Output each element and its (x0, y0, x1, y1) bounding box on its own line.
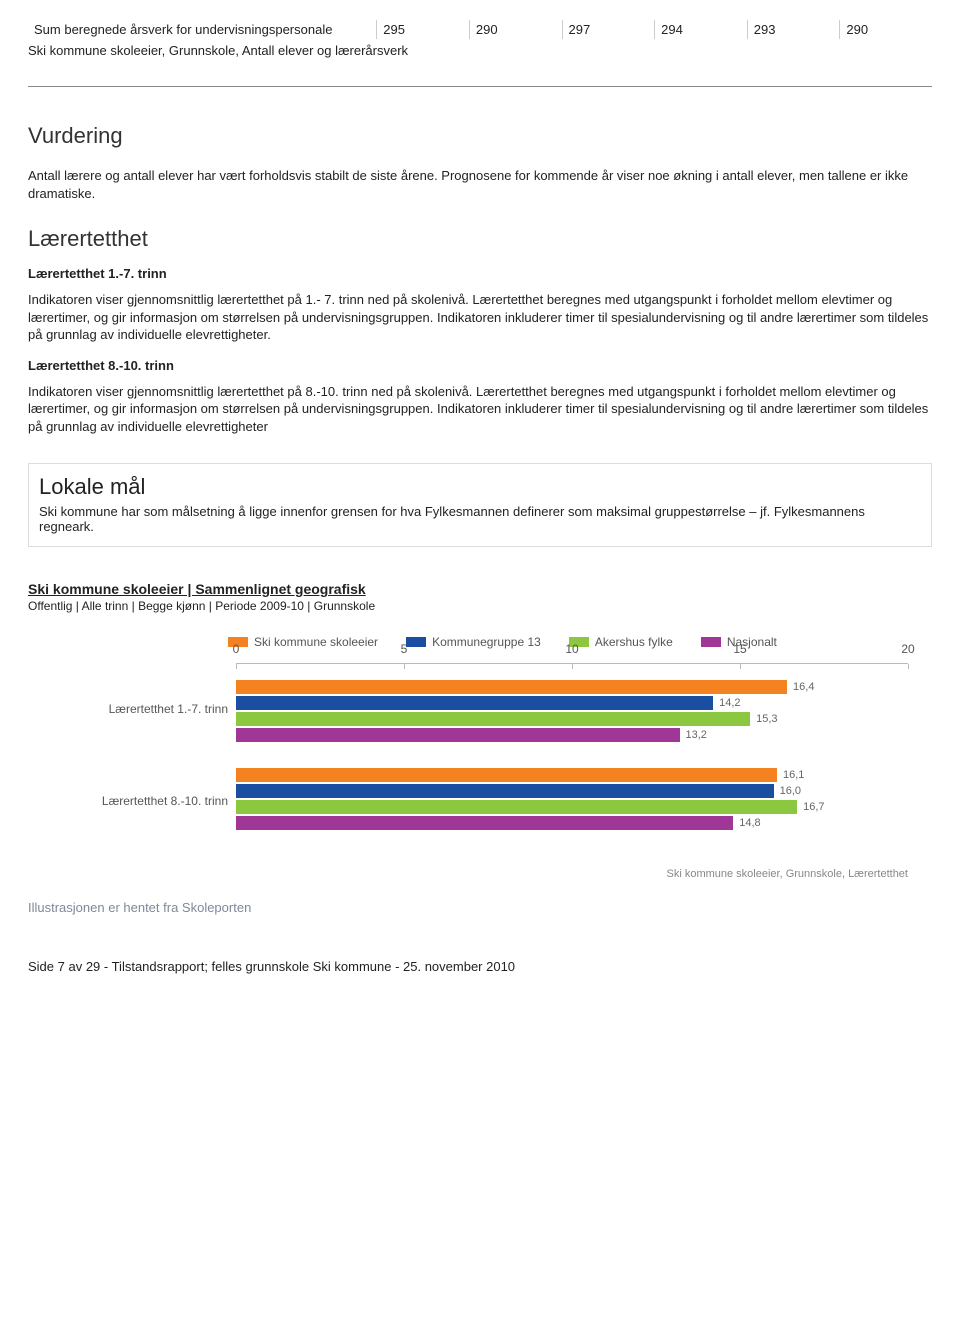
x-tick-label: 5 (401, 642, 408, 656)
bar (236, 816, 733, 830)
illustration-note: Illustrasjonen er hentet fra Skoleporten (28, 900, 932, 915)
x-tick-label: 20 (901, 642, 914, 656)
x-tick-line (740, 664, 741, 669)
sub-8-10: Lærertetthet 8.-10. trinn (28, 358, 932, 373)
bar-value-label: 14,8 (739, 817, 760, 829)
bar-row: 15,3 (236, 712, 908, 726)
x-tick-label: 10 (565, 642, 578, 656)
x-tick-label: 0 (233, 642, 240, 656)
x-tick-line (236, 664, 237, 669)
row-label: Sum beregnede årsverk for undervisningsp… (28, 20, 377, 39)
sub-1-7: Lærertetthet 1.-7. trinn (28, 266, 932, 281)
x-tick-label: 15 (733, 642, 746, 656)
bar-row: 16,4 (236, 680, 908, 694)
val-2: 297 (562, 20, 655, 39)
bar-row: 13,2 (236, 728, 908, 742)
bar (236, 728, 680, 742)
bar-group: 16,1 16,016,7 14,8 (236, 752, 908, 840)
bar-row: 14,8 (236, 816, 908, 830)
bar-row: 14,2 (236, 696, 908, 710)
y-axis-labels: Lærertetthet 1.-7. trinnLærertetthet 8.-… (28, 663, 236, 852)
chart-section-subtitle: Offentlig | Alle trinn | Begge kjønn | P… (28, 599, 932, 613)
x-tick-line (572, 664, 573, 669)
val-1: 290 (469, 20, 562, 39)
divider (28, 86, 932, 87)
bar-value-label: 16,1 (783, 769, 804, 781)
bar-value-label: 16,0 (780, 785, 801, 797)
bar (236, 800, 797, 814)
lokale-heading: Lokale mål (39, 474, 921, 500)
bar-group: 16,4 14,2 15,3 13,2 (236, 664, 908, 752)
lokale-maal-box: Lokale mål Ski kommune har som målsetnin… (28, 463, 932, 547)
bar (236, 784, 774, 798)
bar (236, 696, 713, 710)
vurdering-body: Antall lærere og antall elever har vært … (28, 167, 932, 202)
page-footer: Side 7 av 29 - Tilstandsrapport; felles … (28, 959, 932, 974)
bar-row: 16,7 (236, 800, 908, 814)
bar (236, 680, 787, 694)
bar-value-label: 13,2 (686, 729, 707, 741)
category-label: Lærertetthet 1.-7. trinn (28, 663, 228, 755)
p-1-7: Indikatoren viser gjennomsnittlig lærert… (28, 291, 932, 344)
x-axis-ticks: 05101520 (236, 642, 908, 662)
chart-plot: 05101520 16,414,215,313,216,116,016,714,… (236, 663, 908, 852)
bar-value-label: 16,7 (803, 801, 824, 813)
laerertetthet-heading: Lærertetthet (28, 226, 932, 252)
table-caption: Ski kommune skoleeier, Grunnskole, Antal… (28, 43, 932, 58)
val-4: 293 (747, 20, 840, 39)
val-3: 294 (655, 20, 748, 39)
bar-value-label: 14,2 (719, 697, 740, 709)
category-label: Lærertetthet 8.-10. trinn (28, 755, 228, 847)
x-tick-line (908, 664, 909, 669)
lokale-body: Ski kommune har som målsetning å ligge i… (39, 504, 921, 534)
bar-row: 16,1 (236, 768, 908, 782)
laerertetthet-chart: Ski kommune skoleeierKommunegruppe 13Ake… (28, 635, 908, 880)
bar-value-label: 15,3 (756, 713, 777, 725)
p-8-10: Indikatoren viser gjennomsnittlig lærert… (28, 383, 932, 436)
bar (236, 768, 777, 782)
val-0: 295 (377, 20, 470, 39)
val-5: 290 (840, 20, 932, 39)
x-tick-line (404, 664, 405, 669)
chart-source: Ski kommune skoleeier, Grunnskole, Lærer… (28, 868, 908, 880)
top-data-table: Sum beregnede årsverk for undervisningsp… (28, 20, 932, 39)
bar-row: 16,0 (236, 784, 908, 798)
vurdering-heading: Vurdering (28, 123, 932, 149)
bar (236, 712, 750, 726)
bar-value-label: 16,4 (793, 681, 814, 693)
chart-section-title: Ski kommune skoleeier | Sammenlignet geo… (28, 581, 932, 597)
